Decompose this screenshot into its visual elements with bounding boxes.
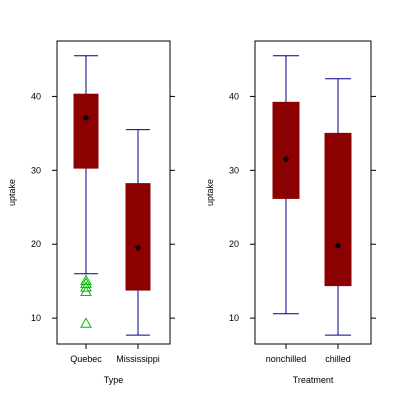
y-tick-label: 30 [31, 165, 41, 175]
mean-marker [334, 242, 342, 249]
panel-type: 10 20 30 40 uptake Type Quebec Mississippi [7, 40, 175, 385]
box-group-mississippi: Mississippi [116, 129, 160, 364]
panel-treatment: 10 20 30 40 uptake Treatment nonchilled chilled [205, 40, 376, 385]
x-tick-label: nonchilled [266, 354, 307, 364]
outlier-point [80, 317, 92, 328]
y-axis-title: uptake [205, 179, 215, 206]
plot-frame [56, 40, 171, 345]
x-tick-label: Quebec [70, 354, 102, 364]
y-tick-label: 10 [31, 313, 41, 323]
box-body [272, 101, 300, 199]
x-axis-title: Type [104, 375, 124, 385]
outlier-point [80, 281, 92, 292]
mean-marker [82, 114, 90, 122]
box-group-nonchilled: nonchilled [266, 55, 307, 364]
box-group-chilled: chilled [324, 78, 352, 364]
box-body [125, 183, 151, 291]
y-tick-label: 30 [229, 165, 239, 175]
y-tick-label: 20 [31, 239, 41, 249]
box-body [73, 93, 99, 169]
y-axis-title: uptake [7, 179, 17, 206]
y-tick-label: 20 [229, 239, 239, 249]
outlier-point [80, 277, 92, 288]
mean-marker [282, 156, 290, 163]
x-tick-label: Mississippi [116, 354, 160, 364]
y-tick-label: 10 [229, 313, 239, 323]
box-group-quebec: Quebec [70, 55, 102, 364]
plot-frame [254, 40, 372, 345]
y-tick-label: 40 [229, 91, 239, 101]
x-axis-title: Treatment [293, 375, 334, 385]
outlier-point [80, 274, 92, 285]
mean-marker [134, 244, 142, 252]
x-tick-label: chilled [325, 354, 351, 364]
y-tick-label: 40 [31, 91, 41, 101]
box-body [324, 132, 352, 287]
